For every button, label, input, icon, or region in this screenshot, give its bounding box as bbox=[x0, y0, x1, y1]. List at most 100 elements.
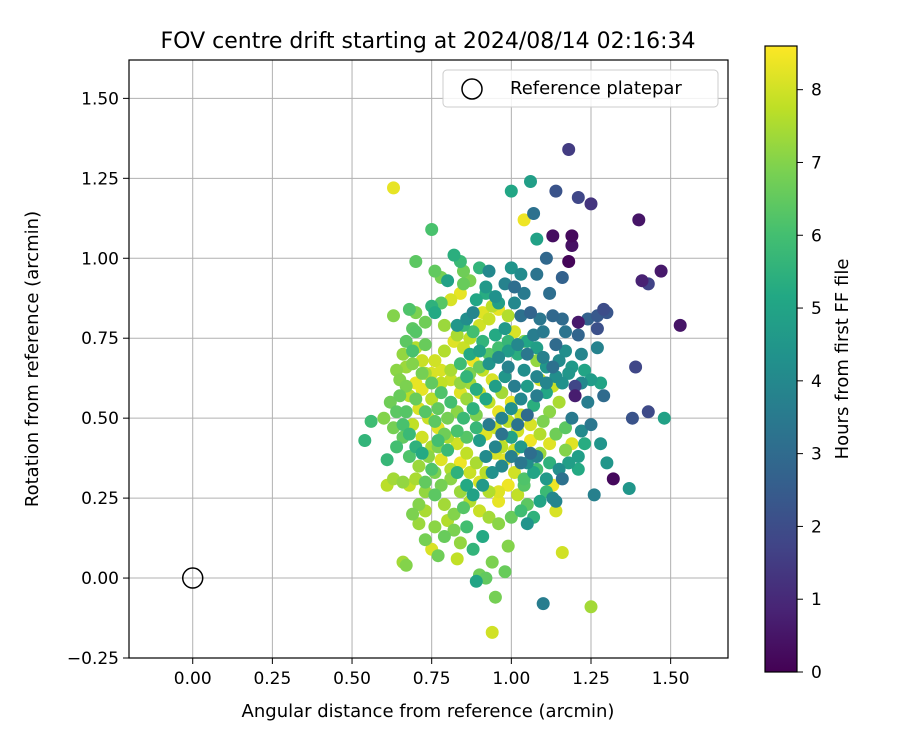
data-point bbox=[514, 504, 528, 518]
data-point bbox=[511, 418, 525, 432]
x-axis-label: Angular distance from reference (arcmin) bbox=[242, 701, 615, 722]
data-point bbox=[504, 450, 518, 463]
data-point bbox=[466, 488, 480, 502]
data-point bbox=[533, 427, 547, 441]
data-point bbox=[492, 517, 506, 531]
data-point bbox=[450, 424, 464, 438]
data-point bbox=[504, 261, 518, 275]
colorbar-tick-label: 5 bbox=[811, 299, 822, 319]
data-point bbox=[584, 197, 598, 211]
data-point bbox=[495, 427, 509, 441]
data-point bbox=[514, 456, 528, 470]
reference-platepar-marker bbox=[181, 567, 204, 589]
data-point bbox=[396, 418, 410, 432]
data-point bbox=[412, 498, 426, 511]
data-point bbox=[571, 191, 585, 204]
y-tick-label: 1.50 bbox=[81, 89, 119, 109]
colorbar-tick-label: 6 bbox=[811, 226, 822, 246]
data-point bbox=[536, 414, 550, 428]
data-point bbox=[565, 411, 579, 425]
data-point bbox=[406, 507, 420, 521]
data-point bbox=[549, 427, 563, 441]
data-point bbox=[457, 501, 470, 515]
data-point bbox=[504, 510, 518, 524]
data-point bbox=[482, 312, 496, 326]
data-point bbox=[488, 379, 502, 393]
data-point bbox=[431, 549, 445, 563]
data-point bbox=[428, 488, 442, 502]
data-point bbox=[460, 478, 474, 492]
data-point bbox=[399, 334, 413, 348]
data-point bbox=[527, 466, 541, 479]
y-tick-label: 1.00 bbox=[81, 249, 119, 269]
data-point bbox=[530, 370, 544, 384]
data-point bbox=[495, 411, 509, 425]
data-point bbox=[562, 366, 576, 380]
data-point bbox=[463, 466, 477, 479]
data-point bbox=[453, 536, 467, 550]
data-point bbox=[568, 389, 582, 403]
data-point bbox=[460, 370, 474, 384]
data-point bbox=[473, 344, 486, 358]
data-point bbox=[466, 325, 480, 339]
data-point bbox=[441, 274, 455, 288]
data-point bbox=[450, 552, 464, 566]
data-point bbox=[543, 456, 557, 470]
data-point bbox=[508, 280, 521, 294]
data-point bbox=[434, 453, 448, 467]
data-point bbox=[444, 395, 458, 409]
data-point bbox=[453, 357, 467, 371]
data-point bbox=[514, 440, 528, 454]
y-tick-label: −0.25 bbox=[67, 649, 119, 669]
data-point bbox=[571, 462, 585, 476]
data-point bbox=[539, 251, 553, 265]
data-point bbox=[460, 430, 474, 444]
data-point bbox=[536, 350, 550, 364]
data-point bbox=[654, 264, 668, 278]
data-point bbox=[508, 296, 521, 310]
data-point bbox=[393, 389, 407, 403]
data-point bbox=[504, 184, 518, 198]
data-point bbox=[587, 488, 601, 502]
data-point bbox=[460, 520, 474, 534]
data-point bbox=[390, 405, 404, 419]
colorbar-tick-label: 4 bbox=[811, 372, 822, 392]
data-point bbox=[492, 494, 506, 508]
data-point bbox=[434, 376, 448, 390]
data-point bbox=[390, 440, 404, 454]
data-point bbox=[377, 411, 391, 425]
data-point bbox=[524, 446, 537, 460]
data-point bbox=[485, 466, 499, 479]
data-point bbox=[508, 466, 521, 479]
data-point bbox=[546, 309, 560, 323]
data-point bbox=[431, 434, 445, 447]
data-point bbox=[482, 264, 496, 278]
legend: Reference platepar bbox=[442, 69, 719, 108]
data-point bbox=[517, 286, 531, 300]
data-point bbox=[444, 363, 458, 377]
data-point bbox=[399, 558, 413, 572]
x-tick-label: 1.25 bbox=[572, 669, 610, 689]
data-point bbox=[450, 328, 464, 342]
data-point bbox=[437, 344, 451, 358]
data-point bbox=[466, 402, 480, 416]
data-point bbox=[495, 459, 509, 473]
data-point bbox=[517, 472, 531, 486]
data-point bbox=[504, 402, 518, 416]
data-point bbox=[437, 498, 451, 511]
data-point bbox=[622, 482, 636, 495]
data-point bbox=[447, 507, 461, 521]
data-point bbox=[450, 318, 464, 332]
data-point bbox=[457, 411, 470, 425]
colorbar-tick-label: 2 bbox=[811, 517, 822, 537]
data-point bbox=[574, 424, 588, 438]
data-point bbox=[590, 322, 604, 336]
data-point bbox=[425, 223, 439, 236]
data-point bbox=[479, 280, 493, 294]
data-point bbox=[520, 517, 534, 531]
x-tick-label: 0.50 bbox=[333, 669, 371, 689]
data-point bbox=[396, 475, 410, 489]
colorbar-gradient bbox=[764, 45, 798, 673]
data-point bbox=[565, 229, 579, 243]
y-axis-ticks: −0.25 0.00 0.25 0.50 0.75 1.00 1.25 1.50 bbox=[67, 89, 129, 669]
